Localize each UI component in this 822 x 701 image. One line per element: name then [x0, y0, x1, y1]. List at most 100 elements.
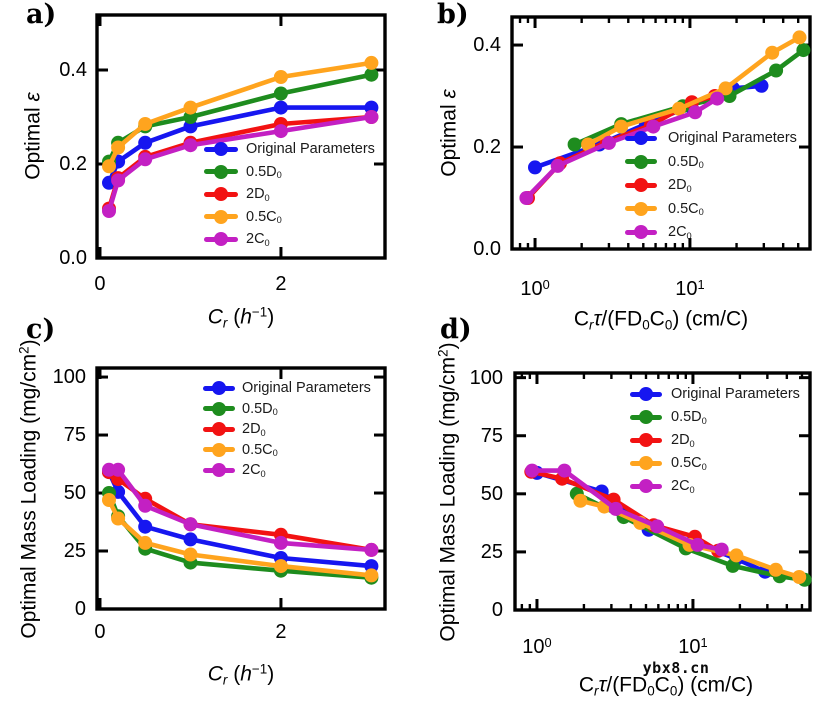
legend-key-dot	[639, 456, 653, 470]
data-point	[364, 55, 379, 70]
text-segment: 10	[678, 636, 701, 658]
text-segment: 0	[642, 317, 650, 333]
data-point	[111, 140, 126, 155]
text-segment: C	[654, 673, 670, 697]
legend-label: Original Parameters	[671, 384, 800, 404]
data-point	[273, 70, 288, 84]
text-segment: Original Parameters	[246, 141, 375, 157]
y-axis-label-b: Optimal ε	[437, 89, 462, 176]
data-point	[273, 100, 288, 115]
text-segment: h	[240, 305, 252, 329]
legend-key-dot	[214, 209, 228, 224]
text-segment: 0	[689, 438, 695, 449]
text-segment: C	[207, 662, 223, 686]
data-point	[567, 137, 582, 152]
data-point	[729, 548, 744, 563]
data-point	[138, 152, 153, 167]
text-segment: 0	[272, 407, 278, 418]
text-segment: 0	[647, 683, 655, 699]
x-axis-label-d: Crτ/(FD0C0) (cm/C)	[456, 673, 822, 700]
text-segment: 0.5C	[671, 455, 702, 471]
data-point	[792, 570, 807, 584]
text-segment: Optimal	[21, 101, 45, 180]
axes-frame	[513, 371, 812, 612]
text-segment: /(FD	[601, 307, 643, 331]
text-segment: 0	[701, 461, 707, 472]
data-point	[183, 517, 198, 532]
data-point	[111, 173, 126, 188]
legend-label: 0.5D0	[668, 152, 704, 173]
legend-label: Original Parameters	[246, 139, 375, 159]
data-point	[796, 43, 811, 58]
text-segment: 0	[669, 683, 678, 699]
data-point	[718, 81, 733, 96]
text-segment: 2	[435, 349, 451, 357]
text-segment: Optimal	[437, 98, 461, 177]
text-segment: Original Parameters	[668, 130, 797, 146]
data-point	[364, 568, 379, 583]
y-tick-label: 0	[74, 598, 86, 620]
text-segment: 10	[522, 636, 545, 658]
text-segment: h	[240, 662, 252, 686]
legend-key-dot	[212, 401, 226, 416]
text-segment: 1	[700, 634, 708, 650]
text-segment: 2C	[668, 224, 687, 240]
text-segment: 0	[272, 448, 278, 459]
data-point	[672, 101, 686, 116]
data-point	[601, 135, 616, 150]
text-segment: 0	[542, 276, 550, 292]
data-point	[364, 542, 379, 557]
data-point	[111, 462, 126, 477]
data-point	[138, 498, 153, 513]
text-segment: 2D	[242, 421, 261, 437]
text-segment: 2C	[242, 462, 261, 478]
y-tick-label: 0.4	[473, 34, 501, 57]
legend-label: Original Parameters	[668, 128, 797, 148]
text-segment: 2D	[668, 177, 687, 193]
data-point	[183, 100, 198, 115]
x-tick-label: 0	[60, 620, 140, 644]
data-point	[138, 117, 153, 131]
text-segment: )	[17, 339, 41, 347]
data-point	[273, 86, 288, 101]
axes-frame	[95, 13, 387, 260]
data-point	[528, 160, 542, 175]
x-tick-label: 100	[497, 635, 577, 661]
text-segment: 2D	[671, 432, 690, 448]
text-segment: Optimal Mass Loading (mg/cm	[436, 356, 460, 642]
text-segment: Original Parameters	[242, 380, 371, 396]
text-segment: 0	[698, 207, 704, 218]
data-point	[525, 463, 540, 478]
text-segment: −1	[251, 304, 268, 320]
data-point	[273, 124, 288, 139]
panel-b-axes	[510, 15, 812, 251]
data-point	[550, 158, 565, 173]
data-point	[710, 91, 725, 106]
text-segment: 1	[697, 276, 705, 292]
legend-label: 2C0	[668, 222, 692, 243]
data-point	[111, 511, 126, 526]
data-point	[519, 191, 534, 205]
y-tick-label: 50	[480, 482, 503, 505]
text-segment: )	[436, 342, 460, 350]
legend-key-dot	[214, 142, 228, 156]
text-segment: 0	[260, 468, 266, 479]
text-segment: )	[267, 305, 275, 329]
data-point	[183, 138, 198, 153]
axes-frame	[95, 366, 387, 611]
data-point	[102, 204, 116, 218]
text-segment: 0.5D	[242, 400, 273, 417]
y-tick-label: 0.2	[59, 152, 87, 175]
legend-key-dot	[212, 422, 226, 436]
x-tick-label: 100	[495, 277, 575, 303]
legend-label: 0.5C0	[671, 453, 707, 474]
text-segment: 0.5C	[668, 200, 699, 217]
y-tick-label: 0.2	[473, 136, 501, 159]
data-point	[646, 119, 661, 134]
y-tick-label: 0.0	[59, 247, 87, 269]
text-segment: )	[267, 662, 275, 686]
x-tick-label: 2	[241, 272, 321, 296]
data-point	[102, 493, 116, 507]
data-point	[183, 532, 198, 547]
y-tick-label: 25	[480, 540, 503, 563]
